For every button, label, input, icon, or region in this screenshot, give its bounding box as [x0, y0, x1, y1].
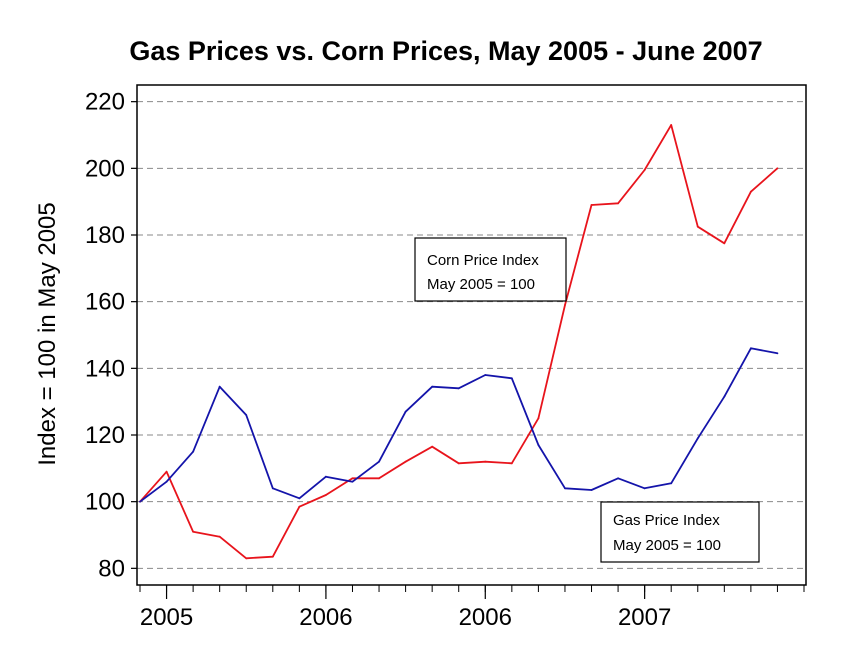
series-lines: [139, 124, 778, 560]
data-point: [723, 242, 726, 245]
data-point: [404, 410, 407, 413]
data-point: [457, 462, 460, 465]
data-point: [325, 475, 327, 478]
data-point: [457, 387, 460, 390]
y-axis-label: Index = 100 in May 2005: [34, 202, 61, 466]
data-point: [139, 500, 141, 503]
data-point: [165, 480, 168, 483]
data-point: [431, 445, 434, 448]
chart-title: Gas Prices vs. Corn Prices, May 2005 - J…: [129, 36, 762, 66]
data-point: [537, 444, 540, 446]
gridlines: [137, 101, 806, 569]
y-tick-labels: 80 100 120 140 160 180 200 220: [85, 89, 137, 582]
y-tick-label: 140: [85, 355, 125, 382]
data-point: [670, 124, 673, 126]
y-tick-label: 80: [98, 555, 125, 582]
data-point: [749, 347, 752, 350]
data-point: [590, 204, 593, 206]
data-point: [617, 202, 619, 205]
data-point: [192, 450, 195, 453]
gas-annotation-line-2: May 2005 = 100: [613, 537, 721, 554]
data-point: [218, 535, 221, 538]
x-ticks: [139, 585, 805, 592]
data-point: [696, 437, 699, 440]
series-points: [139, 124, 779, 560]
data-point: [271, 555, 274, 558]
data-point: [776, 352, 779, 355]
y-tick-label: 160: [85, 289, 125, 316]
data-point: [617, 477, 619, 480]
y-tick-label: 200: [85, 155, 125, 182]
x-tick-labels: 2005 2006 2006 2007: [140, 585, 671, 631]
gas-annotation-box: [600, 501, 760, 563]
data-point: [165, 470, 168, 473]
x-tick-label: 2005: [140, 604, 193, 631]
data-point: [404, 460, 407, 463]
data-point: [218, 385, 221, 388]
data-point: [723, 395, 726, 398]
x-tick-label: 2006: [299, 604, 352, 631]
series-line-1: [139, 347, 778, 503]
data-point: [510, 377, 513, 380]
data-point: [564, 304, 566, 306]
y-tick-label: 120: [85, 422, 125, 449]
data-point: [298, 497, 301, 500]
x-tick-label: 2006: [459, 604, 512, 631]
data-point: [245, 414, 248, 416]
gas-annotation: Gas Price Index May 2005 = 100: [600, 501, 760, 563]
data-point: [298, 505, 301, 508]
corn-annotation-line-2: May 2005 = 100: [427, 276, 535, 293]
series-line-0: [139, 124, 778, 560]
corn-annotation: Corn Price Index May 2005 = 100: [414, 237, 567, 302]
data-point: [643, 487, 646, 490]
data-point: [351, 477, 354, 480]
data-point: [484, 374, 487, 376]
data-point: [537, 417, 540, 420]
data-point: [245, 557, 248, 560]
data-point: [378, 460, 380, 463]
y-tick-label: 180: [85, 222, 125, 249]
data-point: [643, 169, 646, 171]
gas-annotation-line-1: Gas Price Index: [613, 512, 720, 529]
data-point: [325, 494, 327, 496]
data-point: [484, 460, 487, 463]
y-tick-label: 100: [85, 489, 125, 516]
data-point: [696, 225, 699, 228]
data-point: [192, 530, 195, 533]
data-point: [670, 482, 673, 485]
data-point: [749, 190, 752, 193]
data-point: [776, 167, 779, 170]
data-point: [431, 385, 434, 388]
plot-frame: [136, 84, 807, 586]
data-point: [271, 487, 274, 490]
corn-annotation-box: [414, 237, 567, 302]
x-tick-label: 2007: [618, 604, 671, 631]
data-point: [351, 480, 354, 483]
y-tick-label: 220: [85, 89, 125, 116]
data-point: [510, 462, 513, 465]
data-point: [378, 477, 380, 480]
data-point: [590, 489, 593, 491]
corn-annotation-line-1: Corn Price Index: [427, 252, 539, 269]
data-point: [564, 487, 566, 490]
